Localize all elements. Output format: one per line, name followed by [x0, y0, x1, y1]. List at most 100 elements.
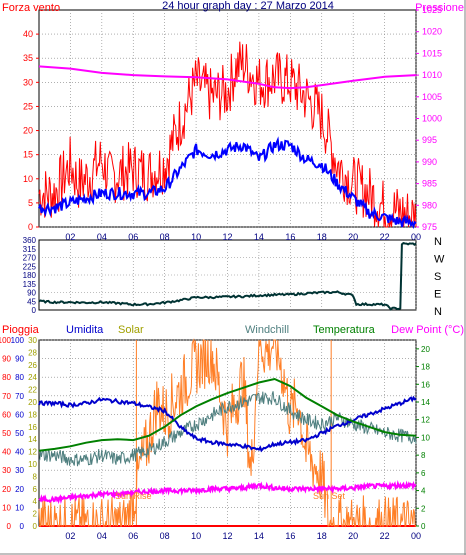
graph-title: 24 hour graph day : 27 Marzo 2014 [162, 0, 334, 12]
y-tick-label-wind: 30 [23, 77, 33, 87]
y-tick-label-pressure: 1025 [422, 5, 442, 15]
x-tick-label: 04 [97, 232, 107, 242]
y-tick-label-rain: 100 [0, 336, 12, 345]
y-tick-label-wind: 20 [23, 126, 33, 136]
y-tick-label-solar: 4 [33, 497, 38, 506]
sun-rise-label: Sun Rise [115, 491, 152, 501]
x-tick-label: 14 [254, 232, 264, 242]
series-layer [38, 41, 417, 528]
y-tick-label-humidity: 100 [11, 336, 25, 345]
y-tick-label-temperature: 6 [421, 469, 426, 478]
y-tick-label-temperature: 12 [421, 416, 430, 425]
tick-layer: 0202040406060808101012121414161618182020… [0, 5, 442, 541]
y-tick-label-humidity: 90 [15, 355, 24, 364]
x-tick-label: 22 [380, 531, 390, 541]
x-tick-label: 10 [191, 531, 201, 541]
y-tick-label-direction: 270 [23, 254, 37, 263]
y-tick-label-rain: 60 [2, 410, 11, 419]
y-tick-label-humidity: 30 [15, 466, 24, 475]
x-tick-label: 20 [348, 531, 358, 541]
wind-direction-panel [38, 239, 417, 311]
x-tick-label: 00 [411, 531, 421, 541]
wind-direction-line [38, 242, 417, 311]
y-tick-label-solar: 0 [33, 522, 38, 531]
wind-label: Forza vento [2, 2, 60, 14]
y-tick-label-pressure: 985 [422, 179, 437, 189]
y-tick-label-wind: 10 [23, 174, 33, 184]
y-tick-label-solar: 26 [28, 361, 37, 370]
y-tick-label-temperature: 10 [421, 433, 430, 442]
y-tick-label-wind: 5 [28, 198, 33, 208]
y-tick-label-solar: 24 [28, 373, 37, 382]
x-tick-label: 06 [128, 531, 138, 541]
pressure-label: Pressione [415, 2, 464, 14]
x-tick-label: 18 [317, 232, 327, 242]
y-tick-label-solar: 18 [28, 410, 37, 419]
y-tick-label-temperature: 2 [421, 504, 426, 513]
y-tick-label-temperature: 20 [421, 345, 430, 354]
x-tick-label: 02 [65, 531, 75, 541]
x-tick-label: 12 [222, 232, 232, 242]
x-tick-label: 18 [317, 531, 327, 541]
y-tick-label-solar: 16 [28, 423, 37, 432]
legend-dew-point: Dew Point (°C) [391, 324, 464, 336]
y-tick-label-rain: 20 [2, 485, 11, 494]
x-tick-label: 20 [348, 232, 358, 242]
x-tick-label: 22 [380, 232, 390, 242]
y-tick-label-humidity: 0 [20, 522, 25, 531]
y-tick-label-humidity: 80 [15, 373, 24, 382]
y-tick-label-rain: 10 [2, 503, 11, 512]
y-tick-label-rain: 90 [2, 355, 11, 364]
y-tick-label-rain: 50 [2, 429, 11, 438]
x-tick-label: 00 [411, 232, 421, 242]
x-tick-label: 08 [160, 531, 170, 541]
y-tick-label-direction: 0 [32, 306, 37, 315]
y-tick-label-solar: 12 [28, 448, 37, 457]
y-tick-label-rain: 70 [2, 392, 11, 401]
y-tick-label-humidity: 70 [15, 392, 24, 401]
solar-line [38, 338, 416, 528]
wind-gust-line [38, 41, 417, 228]
y-tick-label-solar: 8 [33, 472, 38, 481]
y-tick-label-temperature: 14 [421, 398, 430, 407]
y-tick-label-pressure: 990 [422, 157, 437, 167]
y-tick-label-pressure: 1010 [422, 70, 442, 80]
legend-temperature: Temperatura [313, 324, 376, 336]
wind-average-line [38, 136, 417, 230]
y-tick-label-pressure: 1015 [422, 48, 442, 58]
y-tick-label-direction: 360 [23, 236, 37, 245]
y-tick-label-solar: 30 [28, 336, 37, 345]
x-tick-label: 16 [285, 531, 295, 541]
y-tick-label-direction: 45 [27, 297, 36, 306]
y-tick-label-rain: 0 [7, 522, 12, 531]
direction-letter: N [434, 236, 442, 248]
y-tick-label-rain: 40 [2, 448, 11, 457]
x-tick-label: 10 [191, 232, 201, 242]
y-tick-label-direction: 180 [23, 271, 37, 280]
y-tick-label-solar: 20 [28, 398, 37, 407]
y-tick-label-humidity: 50 [15, 429, 24, 438]
y-tick-label-direction: 135 [23, 280, 37, 289]
y-tick-label-solar: 2 [33, 510, 38, 519]
x-tick-label: 12 [222, 531, 232, 541]
y-tick-label-pressure: 1020 [422, 27, 442, 37]
y-tick-label-temperature: 18 [421, 363, 430, 372]
y-tick-label-humidity: 10 [15, 503, 24, 512]
y-tick-label-solar: 6 [33, 485, 38, 494]
x-tick-label: 04 [97, 531, 107, 541]
y-tick-label-temperature: 16 [421, 380, 430, 389]
y-tick-label-rain: 30 [2, 466, 11, 475]
direction-letter: W [434, 254, 445, 266]
dew-point-line [38, 479, 417, 505]
legend-rain: Pioggia [2, 324, 40, 336]
legend-windchill: Windchill [245, 324, 289, 336]
y-tick-label-rain: 80 [2, 373, 11, 382]
y-tick-label-temperature: 0 [421, 522, 426, 531]
y-tick-label-humidity: 60 [15, 410, 24, 419]
y-tick-label-direction: 225 [23, 262, 37, 271]
y-tick-label-direction: 315 [23, 245, 37, 254]
sun-set-label: Sun Set [313, 491, 346, 501]
y-tick-label-wind: 35 [23, 53, 33, 63]
